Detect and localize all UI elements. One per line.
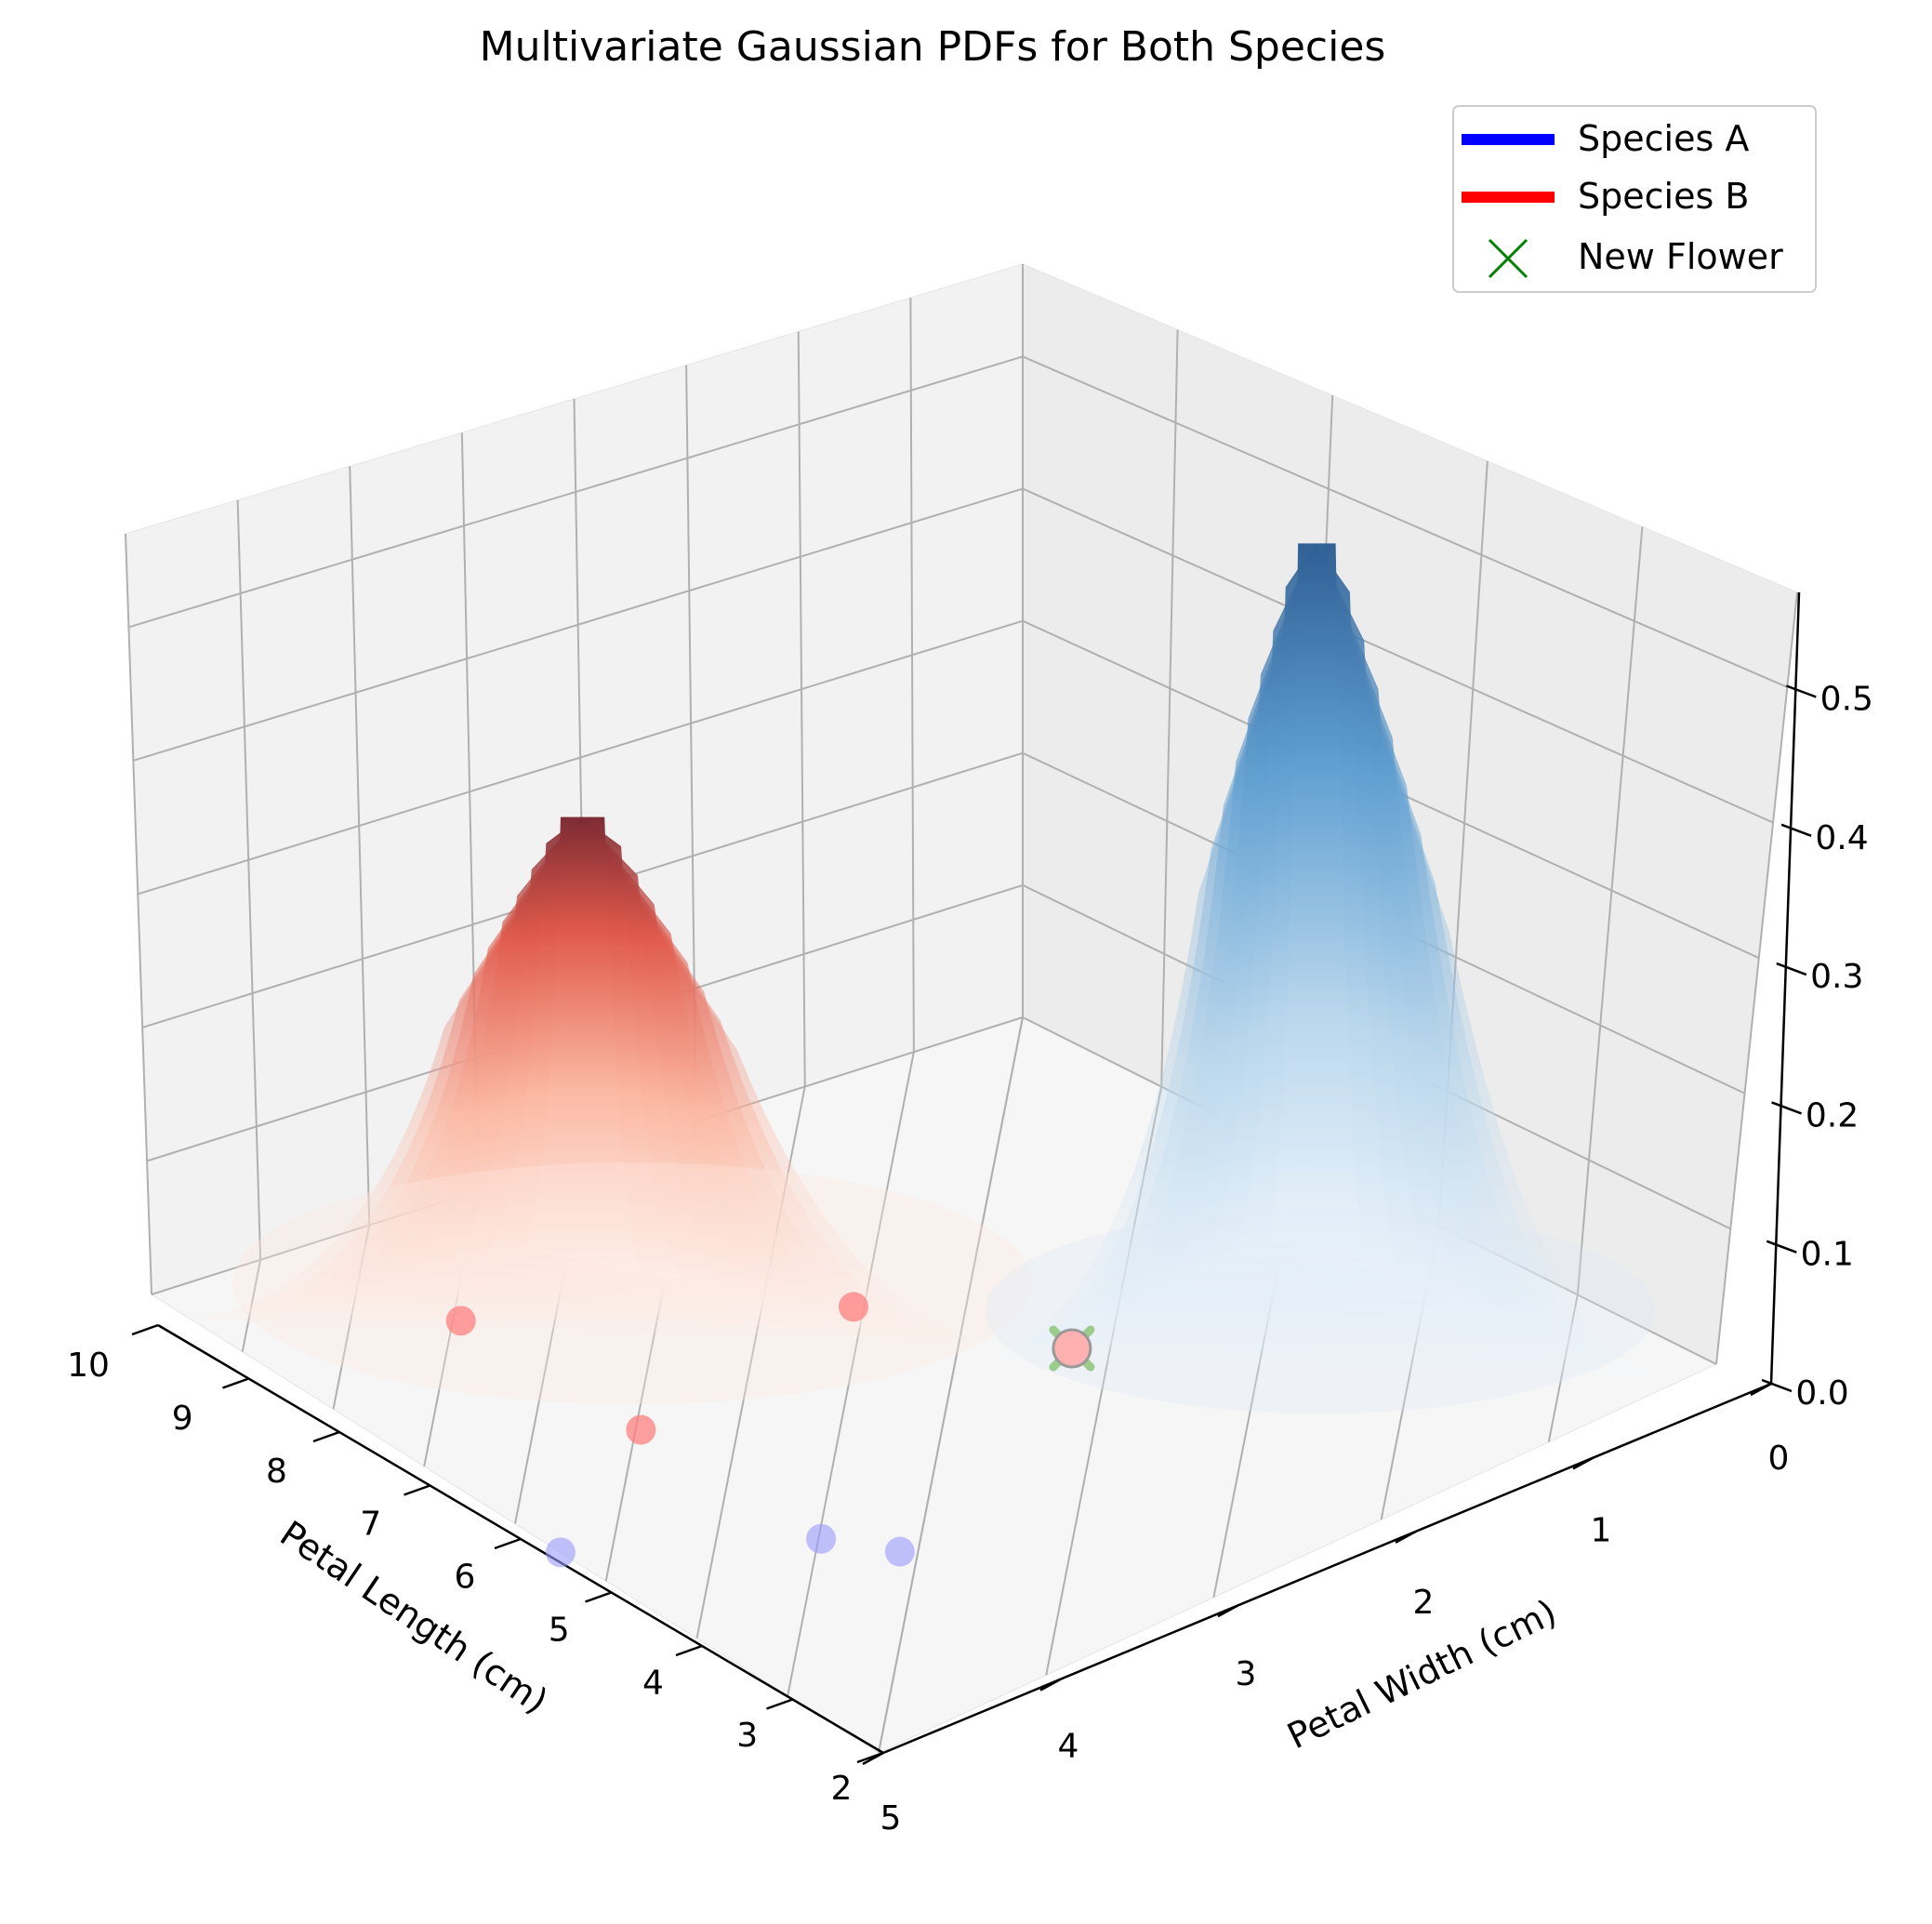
z-tick-label: 0.5 bbox=[1820, 681, 1873, 719]
y-tick-label: 3 bbox=[1236, 1655, 1257, 1693]
legend-label-species-a: Species A bbox=[1578, 118, 1749, 159]
y-axis-line bbox=[882, 1382, 1772, 1755]
x-tick bbox=[675, 1644, 703, 1657]
grid-line-y bbox=[1715, 591, 1798, 1365]
species-a-floor-wash bbox=[986, 1209, 1655, 1413]
grid-line-y bbox=[1576, 526, 1644, 1295]
grid-line-z-right bbox=[1022, 355, 1788, 688]
new-flower-point bbox=[1052, 1328, 1092, 1369]
grid-line-z-left bbox=[137, 619, 1024, 896]
y-tick-label: 1 bbox=[1591, 1511, 1612, 1549]
x-tick-label: 10 bbox=[67, 1347, 110, 1385]
grid-line-x bbox=[236, 499, 262, 1260]
y-tick bbox=[1395, 1530, 1417, 1544]
x-tick-label: 5 bbox=[549, 1611, 570, 1649]
species-b-surface-facet bbox=[523, 816, 640, 1269]
legend-label-species-b: Species B bbox=[1578, 176, 1749, 217]
floor-grid-y bbox=[878, 1016, 1024, 1754]
species-a-point bbox=[545, 1537, 576, 1568]
x-tick bbox=[222, 1377, 249, 1389]
z-tick-label: 0.1 bbox=[1801, 1236, 1854, 1274]
grid-line-z-left bbox=[128, 355, 1024, 629]
z-tick bbox=[1766, 1240, 1797, 1254]
species-b-point bbox=[626, 1414, 656, 1445]
x-tick bbox=[404, 1484, 430, 1496]
y-tick bbox=[862, 1751, 884, 1766]
species-a-point bbox=[884, 1536, 915, 1567]
grid-line-x bbox=[349, 466, 371, 1226]
grid-line-z-right bbox=[1022, 487, 1774, 824]
legend-frame bbox=[1452, 105, 1817, 293]
y-tick bbox=[1217, 1604, 1239, 1618]
x-tick bbox=[312, 1430, 340, 1443]
x-tick bbox=[131, 1323, 159, 1336]
y-tick-label: 0 bbox=[1768, 1440, 1790, 1478]
x-tick-label: 4 bbox=[642, 1664, 664, 1702]
grid-line-z-left bbox=[133, 487, 1024, 762]
x-tick-label: 6 bbox=[455, 1559, 476, 1597]
z-tick bbox=[1761, 1378, 1793, 1393]
legend-marker-new-flower bbox=[1488, 238, 1528, 279]
y-tick-label: 5 bbox=[880, 1799, 902, 1838]
y-tick-label: 4 bbox=[1058, 1728, 1079, 1766]
legend: Species A Species B New Flower bbox=[1452, 105, 1817, 293]
y-tick bbox=[1039, 1678, 1062, 1692]
grid-line-y bbox=[1160, 329, 1179, 1087]
floor-grid-x bbox=[787, 1052, 915, 1696]
z-tick-label: 0.3 bbox=[1810, 958, 1863, 996]
z-tick-label: 0.4 bbox=[1815, 819, 1868, 857]
grid-line-x bbox=[909, 298, 915, 1053]
species-b-surface bbox=[191, 816, 972, 1339]
surface-layer bbox=[191, 543, 1655, 1413]
x-tick-label: 8 bbox=[266, 1453, 287, 1491]
z-tick bbox=[1785, 684, 1817, 698]
x-tick-label: 2 bbox=[831, 1770, 853, 1808]
z-tick bbox=[1776, 962, 1807, 976]
z-axis-line bbox=[1769, 591, 1801, 1385]
axis-layer: 2 3 4 5 6 7 8 9 10 0 1 2 3 4 5 0.0 0.1 0.2 0.3 0.4 0.5 bbox=[67, 591, 1873, 1838]
x-tick-label: 7 bbox=[360, 1506, 381, 1544]
species-a-point bbox=[806, 1523, 837, 1554]
species-b-point bbox=[445, 1306, 476, 1336]
y-tick bbox=[1750, 1382, 1772, 1397]
x-tick bbox=[766, 1698, 793, 1710]
x-tick bbox=[585, 1591, 612, 1603]
x-axis-label: Petal Length (cm) bbox=[272, 1513, 555, 1722]
x-tick-label: 3 bbox=[736, 1717, 758, 1755]
species-a-surface-facet bbox=[1265, 543, 1366, 1260]
x-tick-label: 9 bbox=[172, 1400, 193, 1438]
species-b-floor-wash bbox=[232, 1162, 1032, 1404]
x-tick bbox=[494, 1537, 522, 1550]
z-tick bbox=[1780, 823, 1812, 837]
grid-line-x bbox=[797, 331, 806, 1087]
species-b-point bbox=[839, 1292, 868, 1322]
species-a-surface bbox=[981, 543, 1650, 1376]
marker-layer bbox=[445, 1292, 1095, 1568]
y-tick-label: 2 bbox=[1413, 1584, 1435, 1622]
grid-line-x bbox=[125, 533, 152, 1295]
y-tick bbox=[1572, 1456, 1595, 1470]
z-tick-label: 0.0 bbox=[1795, 1374, 1848, 1413]
z-tick bbox=[1771, 1101, 1802, 1115]
z-tick-label: 0.2 bbox=[1806, 1096, 1859, 1134]
chart-title: Multivariate Gaussian PDFs for Both Spec… bbox=[480, 23, 1386, 71]
legend-label-new-flower: New Flower bbox=[1578, 236, 1783, 277]
